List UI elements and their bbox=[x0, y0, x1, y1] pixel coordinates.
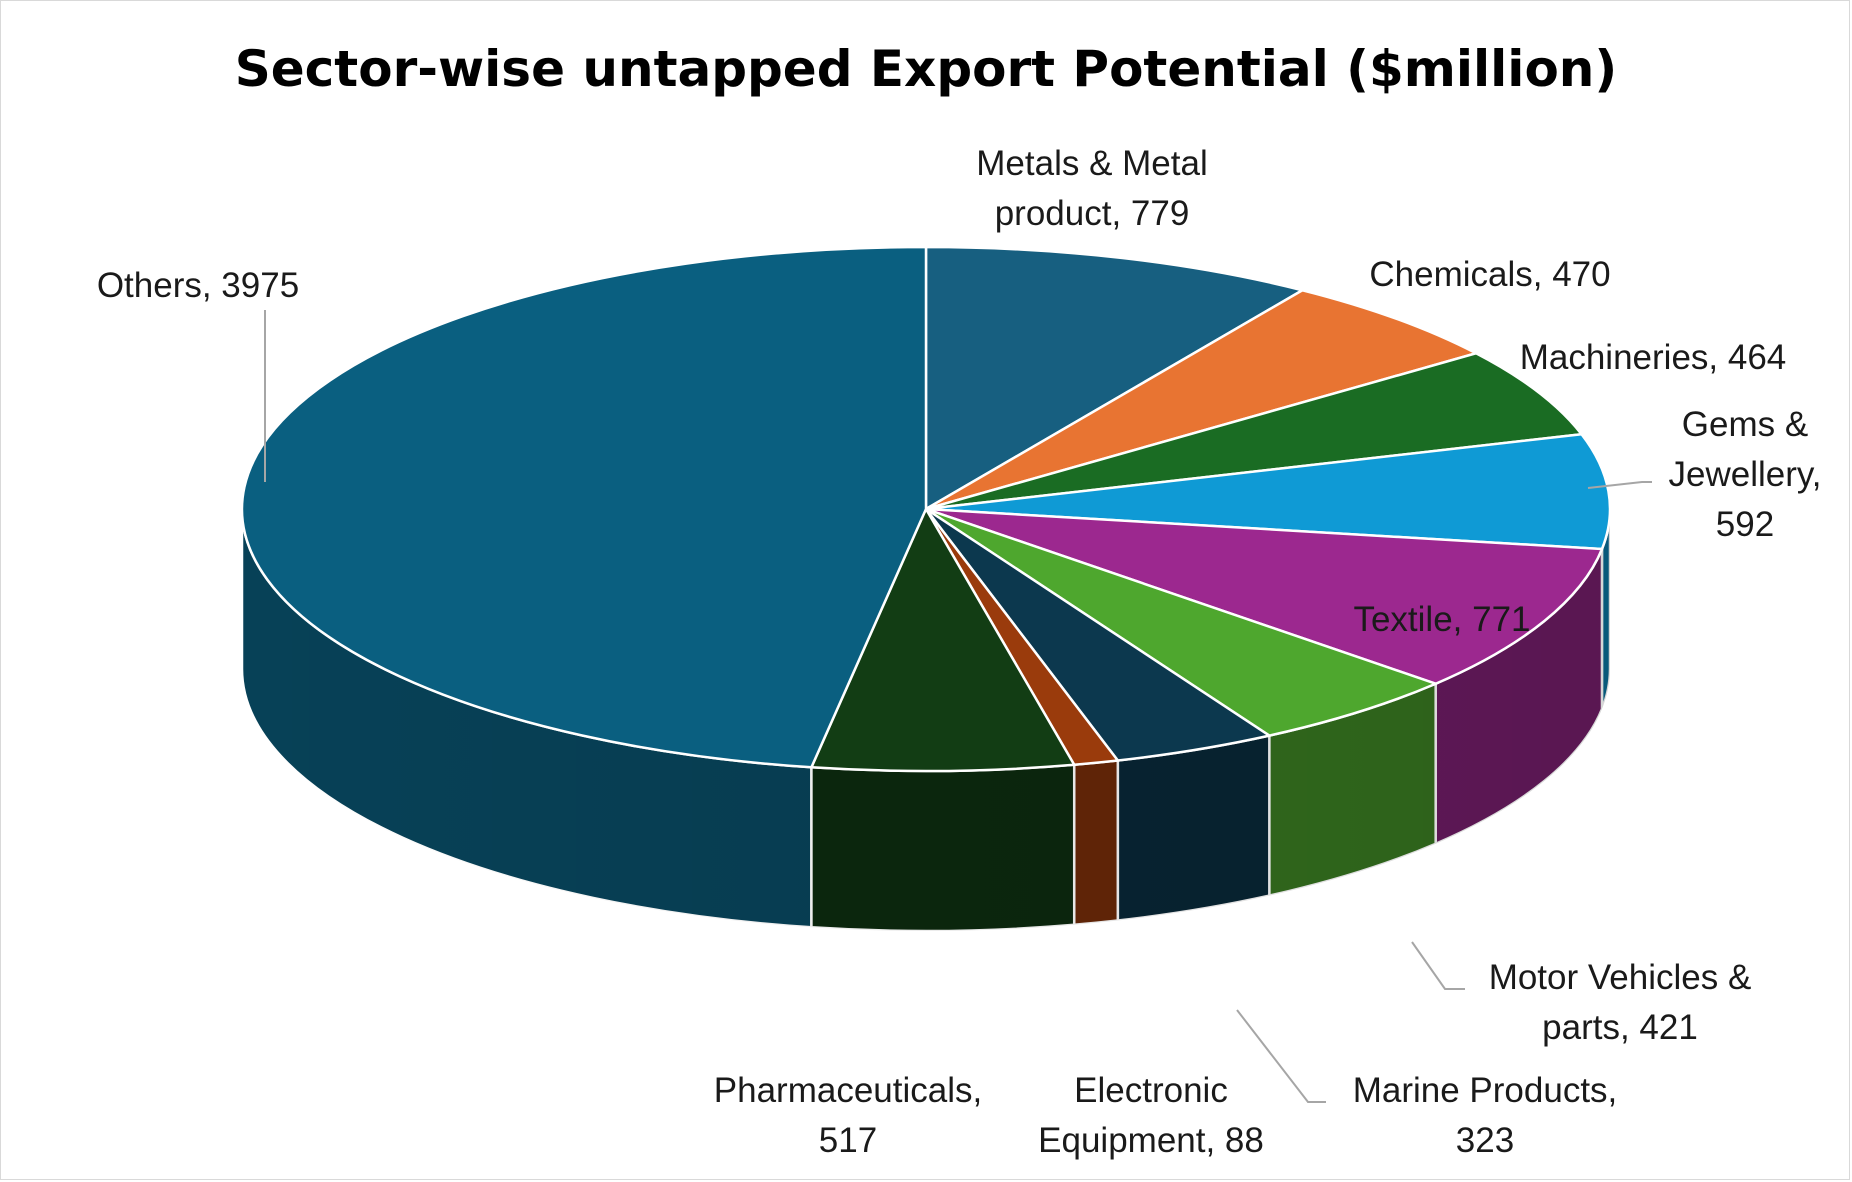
pie-slice-metals-metal-product bbox=[924, 245, 1306, 512]
pie-slice-motor-vehicles-parts bbox=[925, 507, 1440, 737]
data-label: Chemicals, 470 bbox=[1369, 255, 1610, 294]
leader-line bbox=[1236, 1009, 1326, 1103]
pie-slice-pharmaceuticals bbox=[809, 506, 1077, 773]
pie-slice-others bbox=[240, 245, 928, 769]
data-label: Textile, 771 bbox=[1353, 600, 1530, 639]
pie-slice-gems-jewellery bbox=[925, 432, 1612, 551]
data-label: Gems & Jewellery, 592 bbox=[1668, 405, 1821, 544]
pie-slice-machineries bbox=[925, 351, 1584, 511]
pie-slice-textile bbox=[925, 507, 1604, 686]
leader-line bbox=[1411, 941, 1465, 990]
data-label: Metals & Metal product, 779 bbox=[976, 144, 1207, 233]
pie-slice-chemicals bbox=[925, 288, 1480, 511]
data-label: Electronic Equipment, 88 bbox=[1038, 1071, 1264, 1160]
data-label: Machineries, 464 bbox=[1520, 338, 1787, 377]
chart-title: Sector-wise untapped Export Potential ($… bbox=[234, 40, 1618, 98]
data-label: Motor Vehicles & parts, 421 bbox=[1489, 958, 1752, 1047]
data-label: Others, 3975 bbox=[97, 266, 299, 305]
data-label: Marine Products, 323 bbox=[1353, 1071, 1618, 1160]
leader-line bbox=[1587, 481, 1652, 489]
pie-slice-side bbox=[810, 763, 1076, 933]
pie-slice-side bbox=[1116, 734, 1271, 922]
data-label: Pharmaceuticals, 517 bbox=[714, 1071, 982, 1160]
pie-slice-side bbox=[1072, 759, 1120, 927]
